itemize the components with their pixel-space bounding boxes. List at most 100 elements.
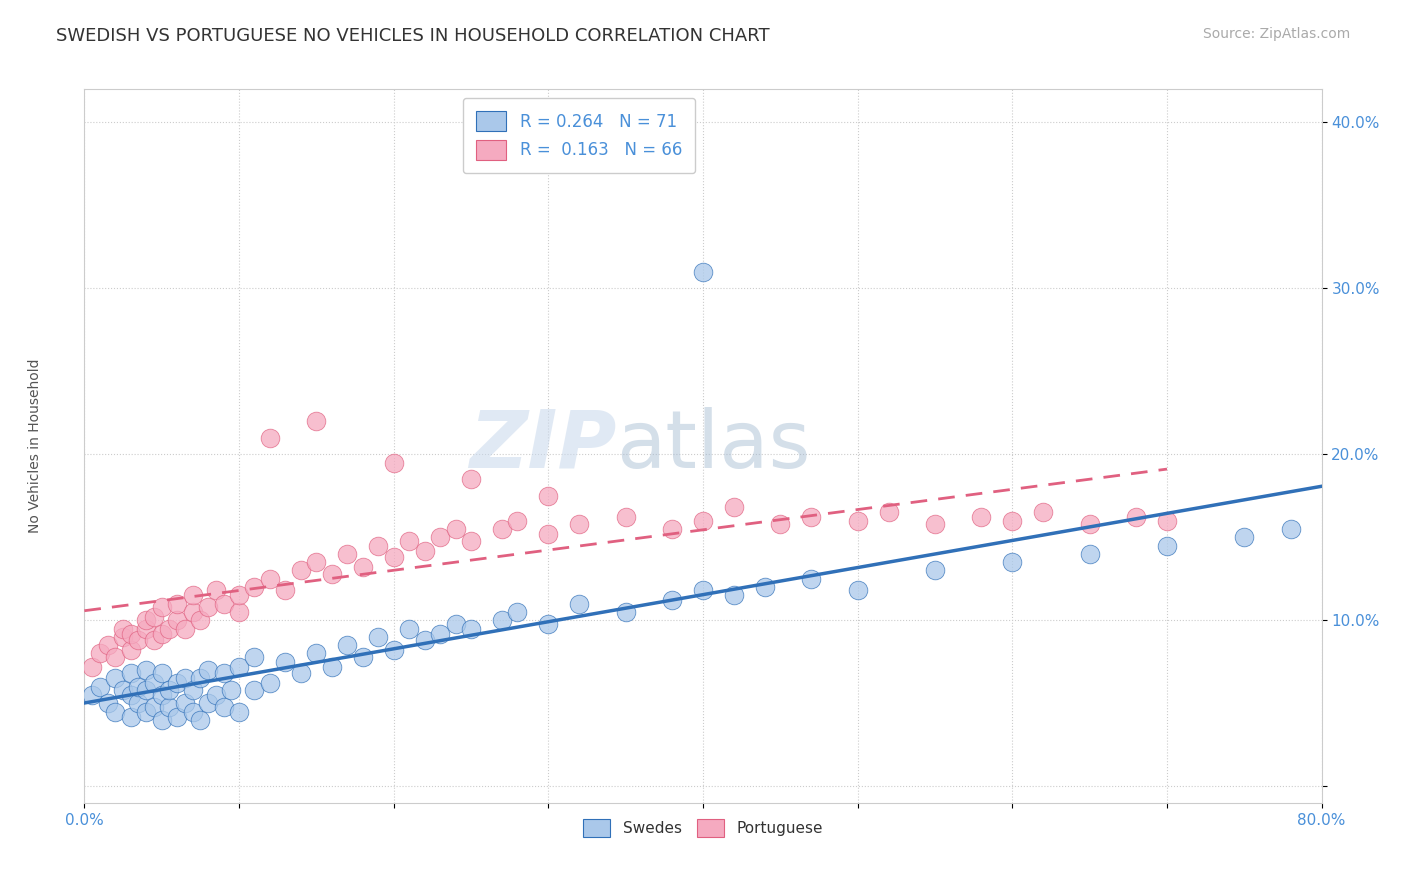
Point: [444, 522, 467, 536]
Point: [769, 516, 792, 531]
Point: [212, 699, 235, 714]
Point: [460, 472, 482, 486]
Text: SWEDISH VS PORTUGUESE NO VEHICLES IN HOUSEHOLD CORRELATION CHART: SWEDISH VS PORTUGUESE NO VEHICLES IN HOU…: [56, 27, 770, 45]
Point: [491, 522, 513, 536]
Point: [120, 688, 142, 702]
Point: [537, 616, 560, 631]
Point: [150, 713, 173, 727]
Point: [305, 647, 328, 661]
Point: [197, 599, 219, 614]
Point: [321, 659, 343, 673]
Point: [692, 583, 714, 598]
Point: [82, 659, 104, 673]
Point: [1001, 514, 1024, 528]
Point: [259, 676, 281, 690]
Point: [166, 597, 188, 611]
Point: [188, 671, 211, 685]
Point: [82, 688, 104, 702]
Point: [150, 666, 173, 681]
Point: [127, 696, 149, 710]
Point: [259, 431, 281, 445]
Point: [398, 533, 420, 548]
Point: [444, 616, 467, 631]
Point: [174, 622, 197, 636]
Point: [754, 580, 776, 594]
Point: [120, 709, 142, 723]
Point: [1156, 539, 1178, 553]
Point: [537, 527, 560, 541]
Point: [228, 705, 250, 719]
Point: [127, 633, 149, 648]
Point: [188, 613, 211, 627]
Point: [150, 626, 173, 640]
Point: [143, 610, 166, 624]
Point: [1001, 555, 1024, 569]
Point: [112, 682, 135, 697]
Point: [800, 572, 823, 586]
Point: [568, 597, 591, 611]
Point: [135, 705, 157, 719]
Point: [181, 682, 204, 697]
Point: [243, 682, 266, 697]
Point: [197, 663, 219, 677]
Point: [143, 699, 166, 714]
Point: [413, 543, 436, 558]
Point: [367, 630, 389, 644]
Point: [135, 622, 157, 636]
Point: [614, 510, 637, 524]
Point: [352, 649, 374, 664]
Point: [205, 688, 228, 702]
Point: [723, 588, 745, 602]
Point: [1078, 516, 1101, 531]
Point: [166, 676, 188, 690]
Point: [692, 265, 714, 279]
Point: [336, 638, 359, 652]
Point: [506, 605, 529, 619]
Point: [723, 500, 745, 515]
Point: [228, 588, 250, 602]
Point: [1032, 505, 1054, 519]
Point: [228, 605, 250, 619]
Point: [1156, 514, 1178, 528]
Point: [290, 666, 312, 681]
Point: [112, 630, 135, 644]
Point: [188, 713, 211, 727]
Point: [159, 622, 180, 636]
Point: [243, 580, 266, 594]
Point: [143, 633, 166, 648]
Point: [382, 550, 405, 565]
Point: [1078, 547, 1101, 561]
Point: [568, 516, 591, 531]
Point: [150, 688, 173, 702]
Point: [104, 671, 127, 685]
Text: atlas: atlas: [616, 407, 811, 485]
Point: [89, 680, 111, 694]
Point: [661, 522, 683, 536]
Point: [135, 682, 157, 697]
Point: [219, 682, 242, 697]
Point: [924, 516, 946, 531]
Point: [104, 649, 127, 664]
Point: [352, 560, 374, 574]
Point: [290, 564, 312, 578]
Point: [89, 647, 111, 661]
Point: [1125, 510, 1147, 524]
Text: ZIP: ZIP: [470, 407, 616, 485]
Point: [367, 539, 389, 553]
Point: [112, 622, 135, 636]
Point: [800, 510, 823, 524]
Point: [174, 671, 197, 685]
Text: No Vehicles in Household: No Vehicles in Household: [28, 359, 42, 533]
Point: [336, 547, 359, 561]
Point: [120, 643, 142, 657]
Point: [96, 696, 118, 710]
Point: [166, 613, 188, 627]
Point: [1233, 530, 1256, 544]
Point: [127, 680, 149, 694]
Point: [429, 626, 451, 640]
Point: [846, 583, 869, 598]
Point: [197, 696, 219, 710]
Point: [877, 505, 900, 519]
Point: [398, 622, 420, 636]
Point: [174, 696, 197, 710]
